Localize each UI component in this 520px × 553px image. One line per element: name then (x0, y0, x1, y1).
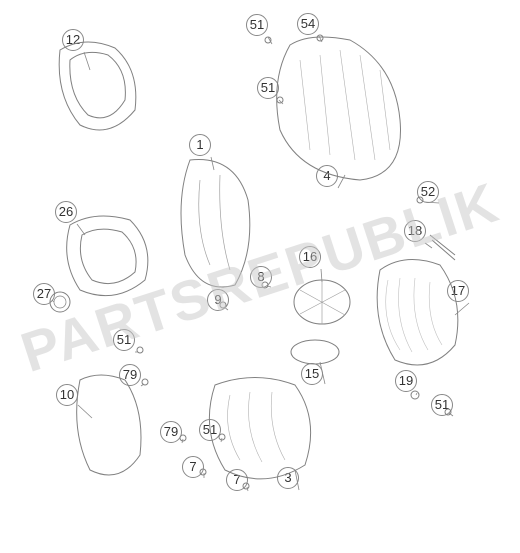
parts-diagram-svg (0, 0, 520, 553)
